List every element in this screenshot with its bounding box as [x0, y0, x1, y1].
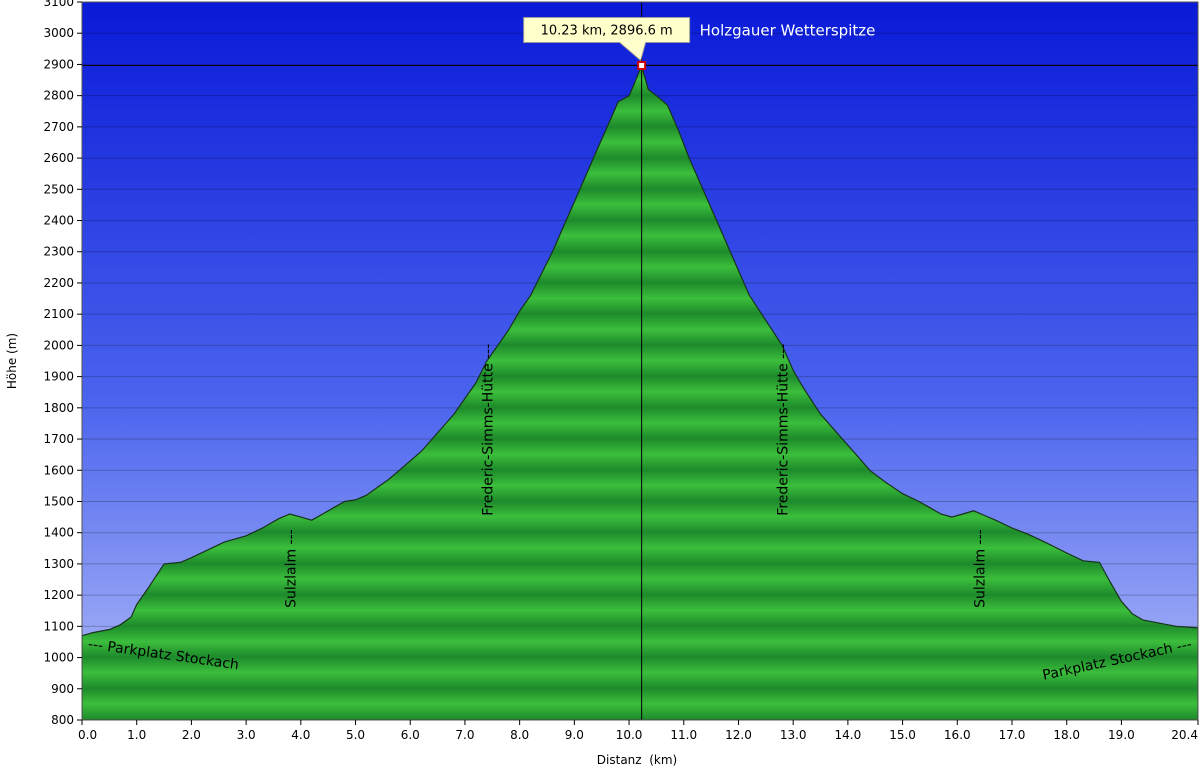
y-tick-label: 900 [51, 682, 74, 696]
peak-point[interactable] [637, 60, 647, 70]
x-tick-label: 14.0 [835, 728, 862, 742]
x-tick-label: 18.0 [1053, 728, 1080, 742]
x-tick-label: 9.0 [565, 728, 584, 742]
y-tick-label: 1400 [43, 526, 74, 540]
y-tick-label: 1300 [43, 557, 74, 571]
y-tick-label: 2300 [43, 245, 74, 259]
x-tick-label: 6.0 [401, 728, 420, 742]
y-tick-label: 1100 [43, 619, 74, 633]
marker-tooltip-box [523, 16, 691, 62]
annotation-label: Sulzlalm --- [283, 529, 299, 608]
annotation-label: Frederic-Simms-Hütte --- [480, 344, 496, 516]
x-tick-label: 4.0 [291, 728, 310, 742]
x-tick-label: 7.0 [455, 728, 474, 742]
peak-name-label: Holzgauer Wetterspitze [700, 21, 876, 39]
y-tick-label: 2500 [43, 182, 74, 196]
y-tick-label: 2400 [43, 214, 74, 228]
y-tick-label: 2600 [43, 151, 74, 165]
x-tick-label: 16.0 [944, 728, 971, 742]
y-tick-label: 2200 [43, 276, 74, 290]
x-tick-label: 20.4 [1171, 728, 1198, 742]
y-tick-label: 2000 [43, 338, 74, 352]
peak-marker[interactable]: 10.23 km, 2896.6 m Holzgauer Wetterspitz… [523, 16, 876, 70]
elevation-area [82, 63, 1198, 720]
x-tick-label: 13.0 [780, 728, 807, 742]
x-tick-label: 2.0 [182, 728, 201, 742]
y-tick-label: 800 [51, 713, 74, 727]
y-axis-label: Höhe (m) [5, 333, 19, 389]
y-tick-label: 1000 [43, 651, 74, 665]
annotation-label: Frederic-Simms-Hütte --- [776, 344, 792, 516]
y-tick-label: 1900 [43, 370, 74, 384]
y-tick-label: 1800 [43, 401, 74, 415]
y-tick-label: 1200 [43, 588, 74, 602]
x-tick-label: 3.0 [237, 728, 256, 742]
x-tick-label: 12.0 [725, 728, 752, 742]
x-tick-label: 8.0 [510, 728, 529, 742]
x-tick-label: 5.0 [346, 728, 365, 742]
y-tick-label: 2900 [43, 57, 74, 71]
x-axis-label: Distanz (km) [597, 753, 677, 767]
x-tick-label: 17.0 [999, 728, 1026, 742]
y-tick-label: 1700 [43, 432, 74, 446]
y-tick-label: 2100 [43, 307, 74, 321]
x-tick-label: 11.0 [670, 728, 697, 742]
annotation-label: Sulzlalm --- [973, 529, 989, 608]
x-tick-label: 1.0 [127, 728, 146, 742]
x-tick-label: 10.0 [616, 728, 643, 742]
plot-border [81, 1, 1199, 721]
y-tick-label: 2700 [43, 120, 74, 134]
y-tick-label: 1600 [43, 463, 74, 477]
y-tick-label: 1500 [43, 494, 74, 508]
y-tick-label: 2800 [43, 89, 74, 103]
y-tick-label: 3000 [43, 26, 74, 40]
x-tick-label: 19.0 [1108, 728, 1135, 742]
x-axis-ticks: 0.0 1.0 2.0 3.0 4.0 5.0 6.0 7.0 8.0 9.0 10.0 11.0 12… [78, 720, 1199, 742]
marker-tooltip-text: 10.23 km, 2896.6 m [541, 23, 673, 38]
y-axis-ticks: 800 900 1000 1100 1200 1300 1400 1500 1600 1700 18… [43, 0, 82, 727]
y-tick-label: 3100 [43, 0, 74, 9]
x-tick-label: 15.0 [889, 728, 916, 742]
x-tick-label: 0.0 [78, 728, 97, 742]
